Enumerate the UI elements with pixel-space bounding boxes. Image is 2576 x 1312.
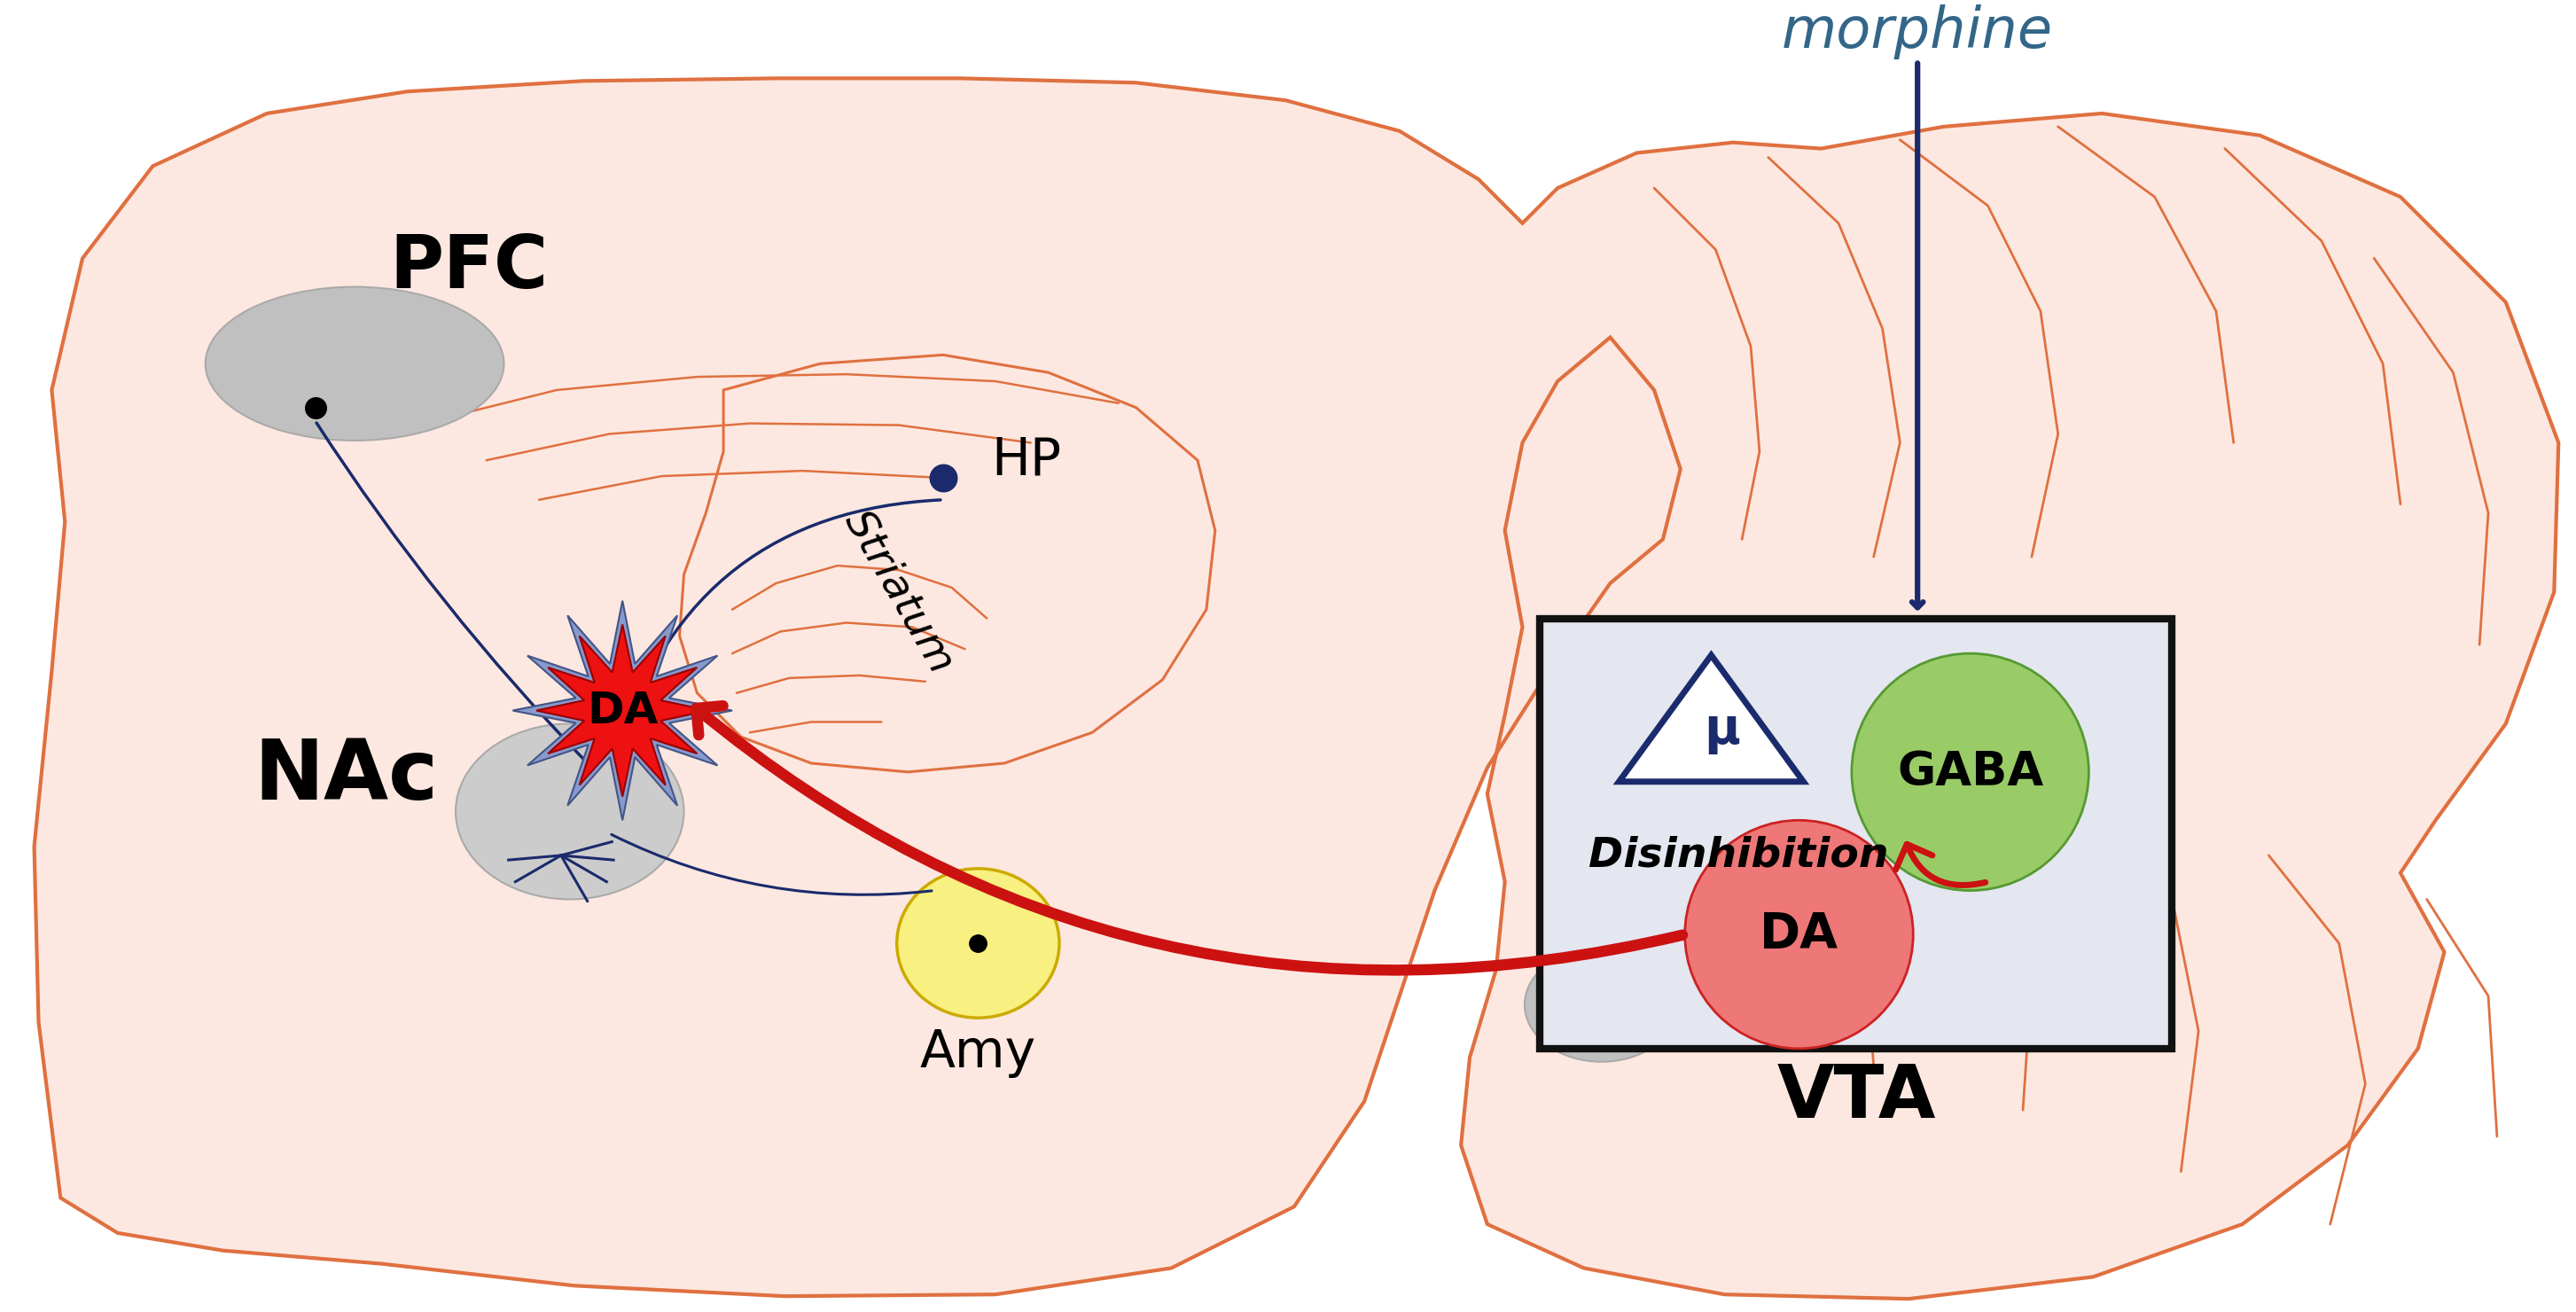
Circle shape	[1685, 820, 1914, 1048]
Ellipse shape	[1525, 947, 1680, 1061]
FancyBboxPatch shape	[1540, 618, 2172, 1048]
Polygon shape	[1618, 655, 1803, 782]
Polygon shape	[513, 601, 732, 820]
Text: PFC: PFC	[389, 231, 549, 303]
Polygon shape	[536, 625, 708, 796]
Text: GABA: GABA	[1896, 749, 2043, 795]
Polygon shape	[33, 79, 2558, 1299]
Text: VTA: VTA	[1777, 1061, 1935, 1132]
Text: HP: HP	[992, 436, 1061, 485]
Text: Striatum: Striatum	[837, 504, 961, 681]
FancyArrowPatch shape	[1896, 844, 1986, 886]
FancyArrowPatch shape	[611, 834, 933, 895]
Text: DA: DA	[587, 689, 657, 732]
Ellipse shape	[206, 287, 505, 441]
FancyArrowPatch shape	[696, 706, 1682, 970]
Text: Disinhibition: Disinhibition	[1589, 836, 1888, 875]
Text: Amy: Amy	[920, 1027, 1036, 1078]
Text: μ: μ	[1703, 707, 1739, 754]
Text: NAc: NAc	[252, 736, 438, 817]
Polygon shape	[680, 356, 1216, 771]
Ellipse shape	[456, 724, 683, 899]
Circle shape	[1852, 653, 2089, 891]
FancyArrowPatch shape	[618, 500, 940, 748]
FancyArrowPatch shape	[317, 422, 590, 766]
Text: DA: DA	[1759, 911, 1839, 958]
Text: morphine: morphine	[1783, 4, 2053, 59]
Ellipse shape	[896, 869, 1059, 1018]
